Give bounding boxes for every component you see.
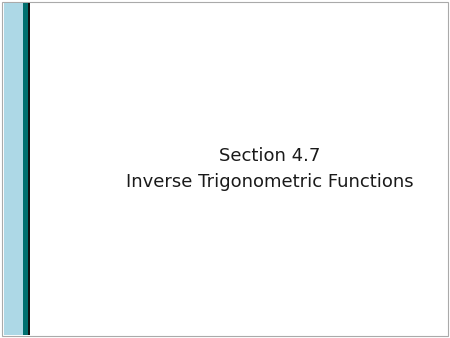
Bar <box>4 3 30 335</box>
Bar <box>28 3 30 335</box>
Bar <box>23 3 28 335</box>
Text: Section 4.7
Inverse Trigonometric Functions: Section 4.7 Inverse Trigonometric Functi… <box>126 147 414 191</box>
